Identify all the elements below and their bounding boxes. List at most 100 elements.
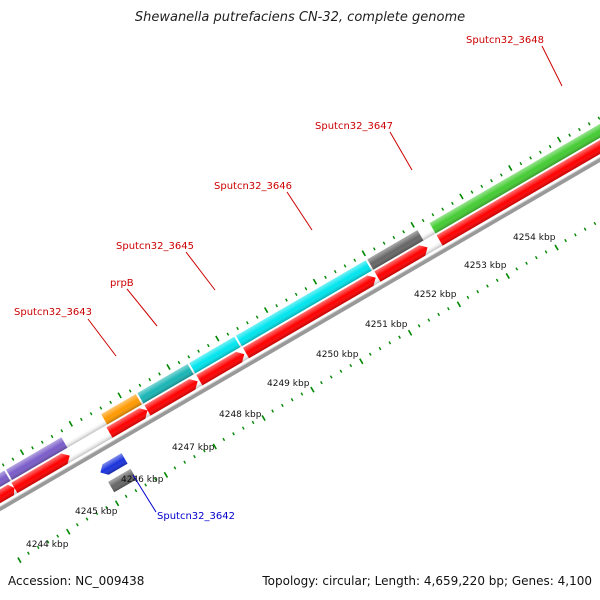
gene-label-prpb[interactable]: prpB <box>110 278 134 289</box>
kbp-label: 4251 kbp <box>365 320 408 330</box>
kbp-scale-labels: 4244 kbp 4245 kbp 4246 kbp 4247 kbp 4248… <box>26 233 556 550</box>
minor-tick <box>173 466 177 470</box>
minor-tick <box>222 437 226 442</box>
minor-tick <box>31 446 34 450</box>
major-tick <box>17 557 22 564</box>
minor-tick <box>11 457 15 461</box>
major-tick <box>66 528 71 535</box>
minor-tick <box>75 523 79 527</box>
major-tick <box>310 386 315 393</box>
minor-tick <box>451 201 454 206</box>
major-tick <box>459 193 464 200</box>
kbp-label: 4245 kbp <box>75 507 118 517</box>
minor-tick <box>519 161 523 166</box>
minor-tick <box>105 506 108 510</box>
minor-tick <box>349 363 353 368</box>
kbp-label: 4244 kbp <box>26 540 69 550</box>
kbp-label: 4253 kbp <box>464 261 507 271</box>
minor-tick <box>329 375 333 379</box>
minor-tick <box>368 352 372 356</box>
minor-tick <box>148 377 152 382</box>
minor-tick <box>1 463 5 467</box>
minor-tick <box>583 227 587 231</box>
minor-tick <box>476 290 480 294</box>
minor-tick <box>466 295 470 300</box>
major-tick <box>261 415 266 422</box>
major-tick <box>114 500 120 507</box>
minor-tick <box>339 369 343 373</box>
minor-tick <box>324 275 327 279</box>
minor-tick <box>46 540 50 544</box>
minor-tick <box>40 440 44 444</box>
forward-feature-track <box>0 122 600 498</box>
kbp-label: 4250 kbp <box>316 350 359 360</box>
gene-label-sputcn32-3648[interactable]: Sputcn32_3648 <box>466 35 544 46</box>
minor-tick <box>587 122 591 126</box>
minor-tick <box>538 150 542 154</box>
minor-tick <box>294 292 298 297</box>
minor-tick <box>109 400 112 405</box>
minor-tick <box>388 341 392 345</box>
feature-track-shading <box>0 122 600 498</box>
kbp-label: 4249 kbp <box>267 379 310 389</box>
minor-tick <box>499 173 503 177</box>
minor-tick <box>544 250 548 254</box>
inner-tick-row <box>17 221 597 564</box>
gene-label-sputcn32-3647[interactable]: Sputcn32_3647 <box>315 121 393 132</box>
map-title: Shewanella putrefaciens CN-32, complete … <box>134 10 466 25</box>
minor-tick <box>300 392 304 396</box>
minor-tick <box>378 346 382 351</box>
minor-tick <box>515 267 519 271</box>
major-tick <box>556 136 562 143</box>
minor-tick <box>495 278 499 282</box>
minor-tick <box>353 258 357 262</box>
minor-tick <box>124 494 128 498</box>
minor-tick <box>597 116 600 120</box>
major-tick <box>359 358 364 365</box>
gene-label-sputcn32-3646[interactable]: Sputcn32_3646 <box>214 181 292 192</box>
minor-tick <box>421 218 425 223</box>
minor-tick <box>490 179 493 183</box>
major-tick <box>361 250 367 257</box>
minor-tick <box>593 221 597 226</box>
major-tick <box>166 363 171 370</box>
minor-tick <box>486 284 489 288</box>
minor-tick <box>85 517 89 521</box>
minor-tick <box>275 304 279 308</box>
minor-tick <box>427 318 431 322</box>
gene-label-sputcn32-3643[interactable]: Sputcn32_3643 <box>14 307 92 318</box>
minor-tick <box>441 207 445 211</box>
minor-tick <box>281 403 284 408</box>
minor-tick <box>431 213 435 217</box>
minor-tick <box>241 426 245 430</box>
minor-tick <box>372 247 376 251</box>
minor-tick <box>447 307 450 311</box>
cds-track <box>0 134 600 510</box>
minor-tick <box>548 144 552 149</box>
major-tick <box>68 420 74 427</box>
minor-tick <box>529 156 532 160</box>
minor-tick <box>437 312 440 317</box>
minor-tick <box>382 241 386 245</box>
gene-label-sputcn32-3645[interactable]: Sputcn32_3645 <box>116 241 194 252</box>
major-tick <box>410 221 415 228</box>
minor-tick <box>480 184 484 189</box>
outer-tick-row <box>1 116 600 467</box>
minor-tick <box>79 417 83 422</box>
minor-tick <box>138 383 142 387</box>
minor-tick <box>183 460 187 464</box>
minor-tick <box>50 434 54 439</box>
minor-tick <box>154 477 157 481</box>
minor-tick <box>398 335 401 339</box>
minor-tick <box>525 261 528 265</box>
minor-tick <box>470 190 474 194</box>
minor-tick <box>95 511 99 516</box>
minor-tick <box>60 429 64 433</box>
genome-backbone <box>0 147 600 516</box>
gene-label-sputcn32-3642[interactable]: Sputcn32_3642 <box>157 511 235 522</box>
minor-tick <box>134 488 138 493</box>
kbp-label: 4247 kbp <box>172 443 215 453</box>
major-tick <box>407 329 413 336</box>
minor-tick <box>402 230 405 234</box>
